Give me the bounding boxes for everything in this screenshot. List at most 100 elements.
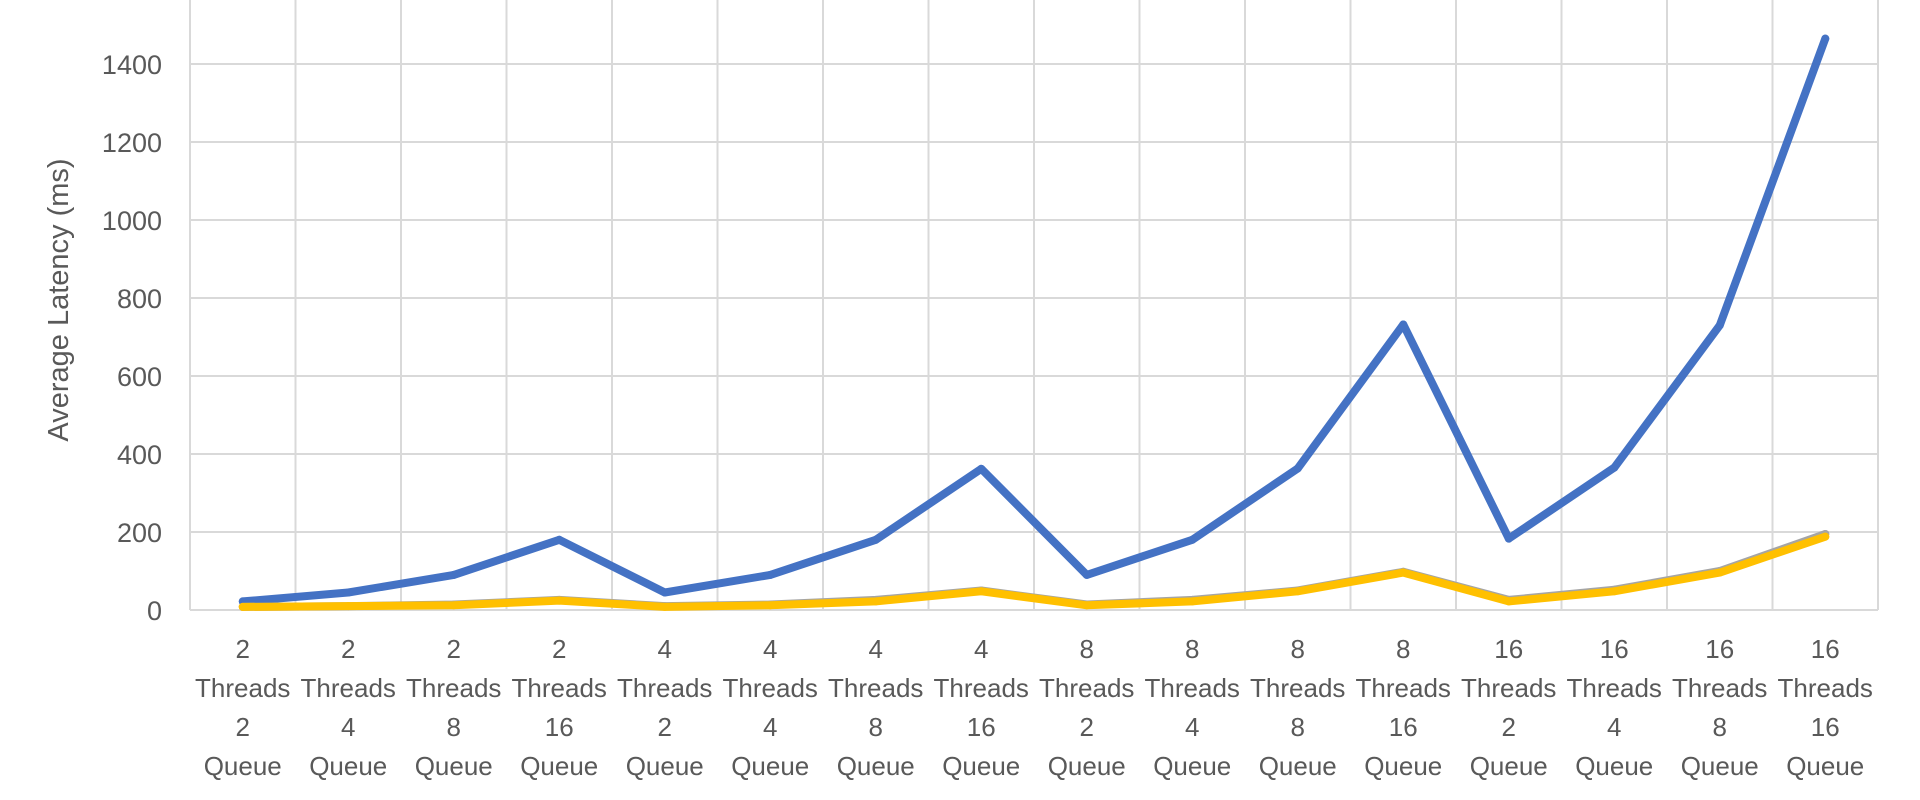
data-point <box>1399 320 1408 329</box>
x-tick-label-line: 16 <box>1811 634 1840 664</box>
data-point <box>1399 568 1408 577</box>
data-point <box>1715 321 1724 330</box>
data-point <box>1504 534 1513 543</box>
x-tick-label-line: Queue <box>204 751 282 781</box>
x-tick-label-line: 8 <box>1291 634 1305 664</box>
x-tick-label-line: Threads <box>512 673 607 703</box>
x-tick-label-line: 16 <box>1811 712 1840 742</box>
x-tick-label-line: 2 <box>658 712 672 742</box>
x-tick-label: 16 Threads 8 Queue <box>1672 634 1767 781</box>
x-tick-label-line: 2 <box>447 634 461 664</box>
data-point <box>344 602 353 611</box>
x-tick-label-line: 2 <box>236 634 250 664</box>
y-tick-label: 1400 <box>102 50 162 80</box>
x-tick-label-line: 16 <box>1389 712 1418 742</box>
x-tick-label-line: Queue <box>520 751 598 781</box>
x-tick-label-line: 16 <box>1600 634 1629 664</box>
x-tick-label-line: 2 <box>1502 712 1516 742</box>
x-tick-label: 2 Threads 2 Queue <box>195 634 290 781</box>
x-tick-label-line: Queue <box>1048 751 1126 781</box>
y-axis-title: Average Latency (ms) <box>43 158 75 441</box>
x-tick-label: 2 Threads 8 Queue <box>406 634 501 781</box>
series-line-1 <box>238 34 1830 606</box>
x-tick-label-line: Threads <box>723 673 818 703</box>
data-point <box>449 601 458 610</box>
data-point <box>449 570 458 579</box>
y-tick-label: 0 <box>147 596 162 626</box>
x-tick-label-line: Threads <box>617 673 712 703</box>
data-point <box>555 596 564 605</box>
x-tick-label: 8 Threads 4 Queue <box>1145 634 1240 781</box>
x-tick-label-line: Queue <box>1153 751 1231 781</box>
x-tick-label-line: 4 <box>658 634 672 664</box>
x-tick-label-line: Threads <box>1356 673 1451 703</box>
x-tick-label-line: 8 <box>1080 634 1094 664</box>
x-tick-label-line: 16 <box>545 712 574 742</box>
grid <box>189 0 1879 611</box>
x-tick-label-line: 2 <box>236 712 250 742</box>
data-point <box>766 601 775 610</box>
x-tick-label-line: 4 <box>869 634 883 664</box>
data-point <box>1293 587 1302 596</box>
data-point <box>1082 570 1091 579</box>
y-tick-label: 1200 <box>102 128 162 158</box>
x-tick-label-line: Queue <box>1681 751 1759 781</box>
x-tick-label-line: Queue <box>1364 751 1442 781</box>
data-point <box>1821 34 1830 43</box>
x-tick-label-line: Queue <box>415 751 493 781</box>
data-point <box>1715 568 1724 577</box>
data-point <box>1610 463 1619 472</box>
x-tick-label-line: 2 <box>1080 712 1094 742</box>
x-tick-label-line: 4 <box>1185 712 1199 742</box>
x-tick-label-line: Threads <box>1672 673 1767 703</box>
x-tick-label: 16 Threads 4 Queue <box>1567 634 1662 781</box>
data-point <box>660 602 669 611</box>
x-tick-label: 8 Threads 8 Queue <box>1250 634 1345 781</box>
x-tick-label-line: 4 <box>341 712 355 742</box>
data-point <box>977 464 986 473</box>
x-tick-label: 4 Threads 16 Queue <box>934 634 1029 781</box>
x-tick-label-line: 2 <box>341 634 355 664</box>
x-tick-label-line: Threads <box>1250 673 1345 703</box>
x-tick-label-line: Threads <box>195 673 290 703</box>
data-point <box>344 588 353 597</box>
y-axis-ticks: 0 200 400 600 800 1000 1200 1400 <box>102 50 162 626</box>
y-tick-label: 800 <box>117 284 162 314</box>
x-tick-label: 4 Threads 2 Queue <box>617 634 712 781</box>
data-point <box>660 588 669 597</box>
x-tick-label-line: 8 <box>1396 634 1410 664</box>
x-tick-label: 8 Threads 16 Queue <box>1356 634 1451 781</box>
x-tick-label-line: 16 <box>967 712 996 742</box>
data-point <box>1504 597 1513 606</box>
data-point <box>1082 601 1091 610</box>
x-tick-label-line: Threads <box>1778 673 1873 703</box>
y-tick-label: 200 <box>117 518 162 548</box>
x-tick-label: 16 Threads 16 Queue <box>1778 634 1873 781</box>
x-tick-label: 4 Threads 8 Queue <box>828 634 923 781</box>
x-tick-label-line: Queue <box>309 751 387 781</box>
x-tick-label-line: 4 <box>974 634 988 664</box>
data-point <box>1610 587 1619 596</box>
data-point <box>1188 597 1197 606</box>
x-tick-label-line: 2 <box>552 634 566 664</box>
x-tick-label-line: 8 <box>1185 634 1199 664</box>
x-tick-label-line: 16 <box>1705 634 1734 664</box>
x-tick-label-line: Queue <box>1470 751 1548 781</box>
x-tick-label-line: Threads <box>934 673 1029 703</box>
x-tick-label-line: Threads <box>1461 673 1556 703</box>
x-tick-label-line: 8 <box>869 712 883 742</box>
data-point <box>871 597 880 606</box>
x-tick-label: 2 Threads 16 Queue <box>512 634 607 781</box>
series-lines <box>238 34 1830 611</box>
x-tick-label-line: Threads <box>1039 673 1134 703</box>
x-tick-label-line: Queue <box>1786 751 1864 781</box>
x-tick-label-line: 16 <box>1494 634 1523 664</box>
x-tick-label-line: Queue <box>626 751 704 781</box>
x-axis-ticks: 2 Threads 2 Queue 2 Threads 4 Queue 2 Threads 8 Que… <box>195 634 1873 781</box>
data-point <box>977 587 986 596</box>
y-tick-label: 600 <box>117 362 162 392</box>
x-tick-label-line: 4 <box>763 634 777 664</box>
data-point <box>1188 535 1197 544</box>
x-tick-label: 16 Threads 2 Queue <box>1461 634 1556 781</box>
